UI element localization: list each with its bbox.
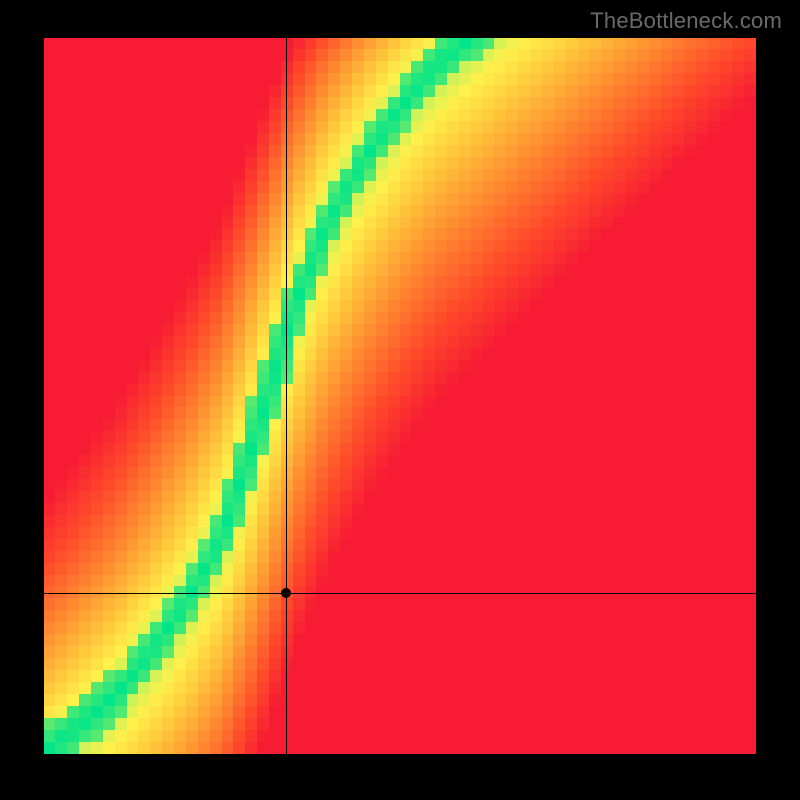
heatmap-canvas bbox=[44, 38, 756, 754]
selected-point-marker bbox=[281, 588, 291, 598]
bottleneck-heatmap bbox=[44, 38, 756, 754]
crosshair-horizontal bbox=[44, 593, 756, 594]
crosshair-vertical bbox=[286, 38, 287, 754]
watermark-text: TheBottleneck.com bbox=[590, 8, 782, 34]
